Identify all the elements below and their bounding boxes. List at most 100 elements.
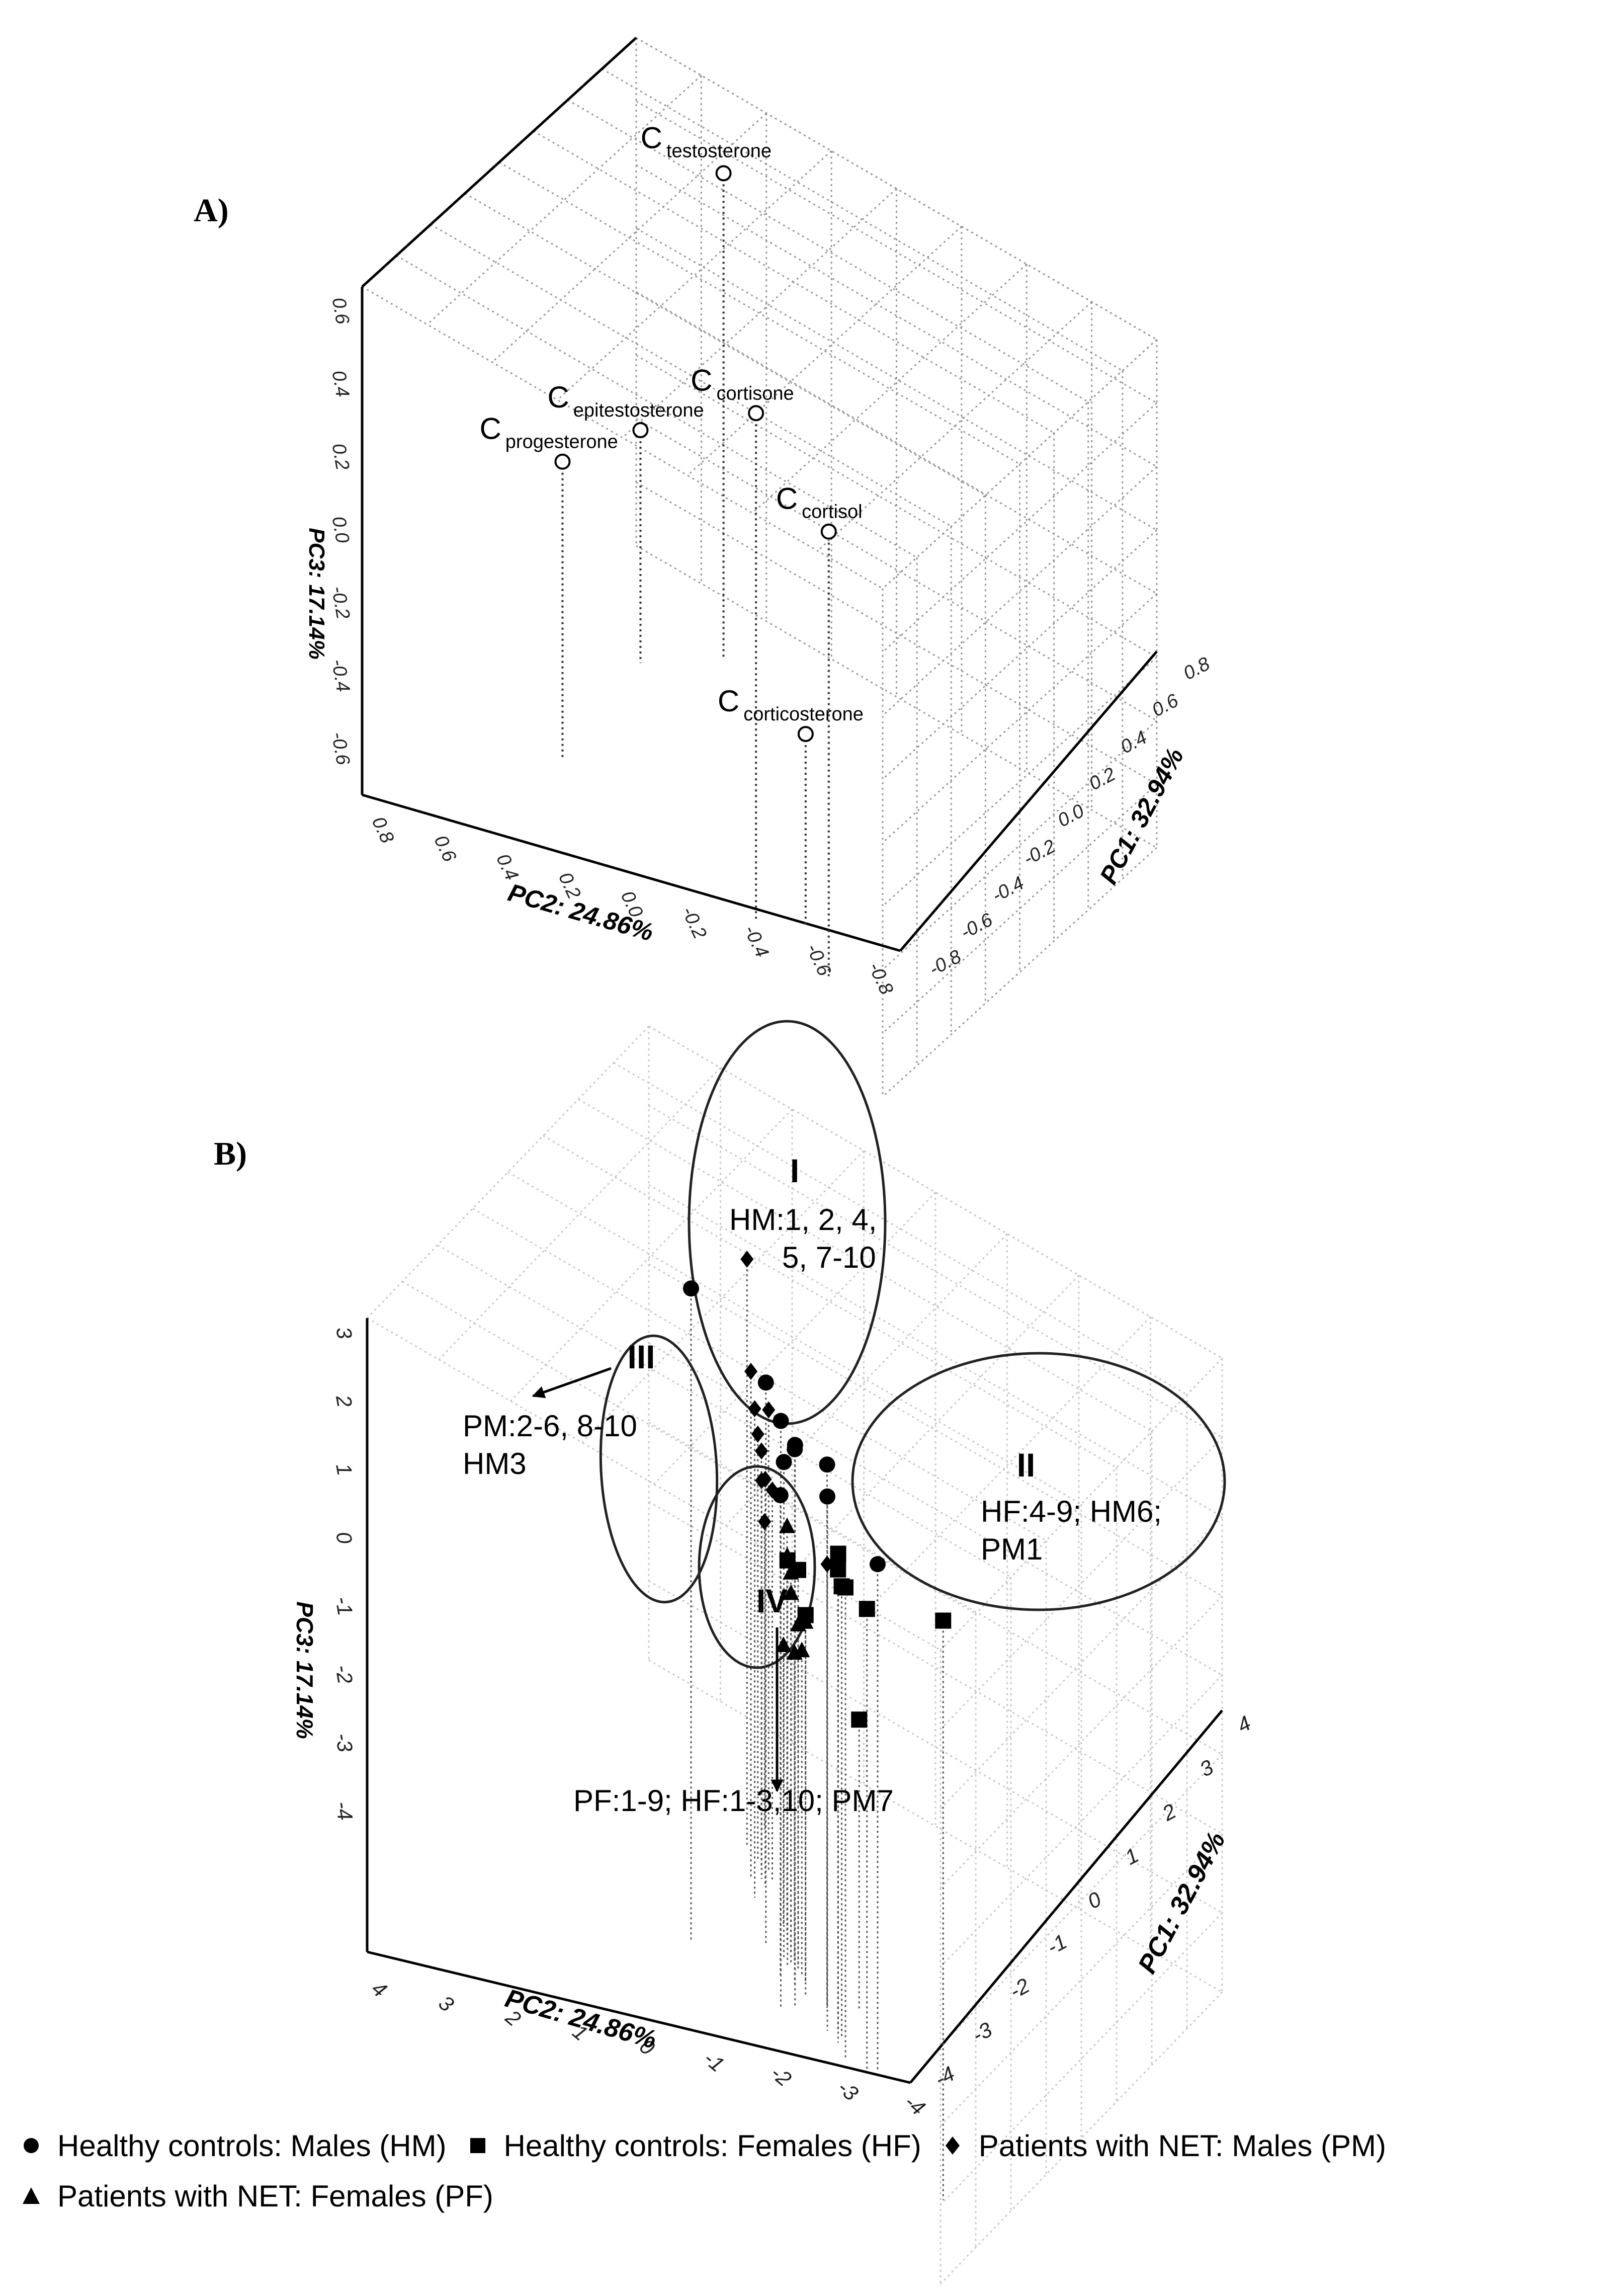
loading-marker [748, 405, 764, 422]
tick-label: -2 [1005, 1974, 1033, 2003]
pm-point [740, 1251, 754, 1268]
tick-label: -0.4 [740, 922, 773, 961]
tick-label: -4 [931, 2062, 959, 2091]
grid-line [636, 418, 1157, 721]
tick-label: -3 [331, 1731, 358, 1754]
pf-point [783, 1564, 799, 1580]
panel-b-pc2-axis-label: PC2: 24.86% [502, 1984, 659, 2055]
cluster-i-caption-line1: HM:1, 2, 4, [729, 1203, 877, 1237]
grid-line [939, 1674, 1223, 1968]
tick-label: -0.8 [864, 959, 897, 998]
grid-line [817, 301, 1092, 552]
legend-label-hf: Healthy controls: Females (HF) [503, 2128, 921, 2163]
pm-point [762, 1401, 776, 1419]
diamond-marker-icon [945, 2137, 960, 2155]
tick-label: -0.6 [957, 909, 996, 943]
pm-point [765, 1482, 779, 1499]
grid-line [882, 847, 1158, 1098]
panel-a-loadings-plot: A) 0.60.40.20.0-0.2-0.4-0.6 0.80.60.40.2… [194, 37, 1214, 1098]
legend-label-hm: Healthy controls: Males (HM) [57, 2128, 447, 2163]
grid-line [796, 1274, 1080, 1568]
hf-point [833, 1578, 850, 1595]
pf-point [779, 1547, 796, 1563]
cluster-iv-numeral: IV [756, 1582, 788, 1619]
tick-label: 0.0 [328, 515, 354, 544]
tick-label: -0.2 [677, 904, 711, 942]
cluster-i-caption-line2: 5, 7-10 [782, 1241, 876, 1274]
tick-label: 0.4 [328, 369, 354, 398]
cluster-ii-ellipse [851, 1352, 1226, 1611]
panel-a-label: A) [194, 192, 229, 229]
loading-marker [820, 523, 837, 540]
cluster-ii-numeral: II [1017, 1446, 1036, 1484]
legend-item-pm: Patients with NET: Males (PM) [942, 2128, 1386, 2163]
tick-label: 4 [1233, 1711, 1255, 1737]
grid-line [498, 161, 1020, 465]
cluster-iii-caption-line2: HM3 [463, 1447, 527, 1481]
hm-point [819, 1488, 835, 1505]
tick-label: 0 [1083, 1887, 1105, 1914]
tick-label: -2 [331, 1663, 358, 1686]
legend-row-1: Healthy controls: Males (HM) Healthy con… [20, 2120, 1619, 2171]
grid-line [636, 164, 1157, 467]
panel-b-drop-lines [690, 1259, 944, 2200]
legend-item-pf: Patients with NET: Females (PF) [20, 2179, 493, 2213]
pm-point [820, 1555, 834, 1573]
hf-point [935, 1612, 952, 1629]
cluster-iv-ellipse [698, 1465, 816, 1669]
pm-point [755, 1442, 768, 1460]
pm-point [748, 1400, 761, 1418]
loading-marker [797, 726, 814, 743]
legend-item-hf: Healthy controls: Females (HF) [467, 2128, 921, 2163]
circle-marker-icon [24, 2138, 39, 2153]
tick-label: -0.8 [926, 946, 965, 980]
tick-label: 0 [331, 1530, 357, 1546]
grid-line [602, 68, 1123, 372]
cluster-ii-caption-line2: PM1 [981, 1532, 1043, 1566]
tick-label: -0.4 [327, 658, 354, 694]
grid-line [636, 354, 1157, 658]
grid-line [648, 1263, 1223, 1597]
hm-point [773, 1413, 789, 1429]
cluster-iv-caption: PF:1-9; HF:1-3,10; PM7 [573, 1784, 894, 1818]
grid-line [636, 481, 1157, 785]
panel-a-pc2-ticks: 0.80.60.40.20.0 -0.2 -0.4 -0.6 -0.8 [368, 813, 897, 998]
grid-line [362, 286, 883, 590]
tick-label: 3 [1195, 1755, 1217, 1781]
loading-marker [554, 453, 571, 470]
cluster-i-numeral: I [790, 1152, 799, 1189]
tick-label: 0.6 [1149, 690, 1182, 721]
grid-line [882, 529, 1158, 780]
grid-line [426, 74, 702, 325]
cluster-iii-arrow [532, 1367, 612, 1399]
grid-line [939, 1754, 1223, 2047]
cluster-iii-caption-line1: PM:2-6, 8-10 [463, 1409, 637, 1443]
grid-line [687, 225, 962, 476]
grid-line [396, 255, 917, 558]
panel-a-box-edges [361, 37, 1158, 952]
tick-label: 0.6 [328, 296, 354, 326]
grid-line [939, 1991, 1223, 2285]
panel-b-label: B) [214, 1135, 247, 1172]
tick-label: 3 [434, 1991, 458, 2016]
hm-point [757, 1374, 774, 1391]
legend-item-hm: Healthy controls: Males (HM) [20, 2128, 447, 2163]
panel-b-pc3-ticks: 3 2 1 0 -1 -2 -3 -4 [331, 1325, 358, 1822]
grid-line [882, 593, 1158, 844]
grid-line [636, 100, 1157, 404]
grid-line [939, 1833, 1223, 2126]
grid-line [882, 402, 1158, 653]
pm-point [744, 1363, 757, 1380]
hm-point [819, 1456, 835, 1473]
tick-label: 1 [331, 1461, 357, 1477]
pf-point [797, 1613, 814, 1629]
hf-point [859, 1601, 875, 1617]
grid-line [882, 339, 1158, 590]
hf-point [830, 1545, 846, 1562]
grid-line [939, 1912, 1223, 2205]
grid-line [636, 545, 1157, 849]
